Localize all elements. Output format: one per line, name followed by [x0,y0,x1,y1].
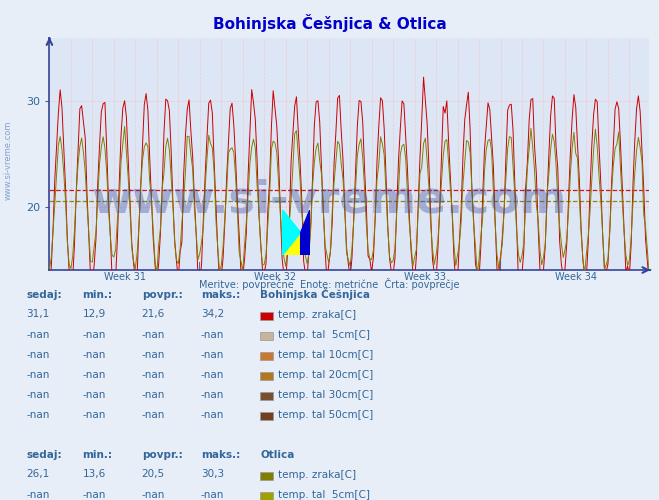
Text: -nan: -nan [26,350,49,360]
Text: -nan: -nan [201,410,224,420]
Text: -nan: -nan [201,350,224,360]
Text: -nan: -nan [142,330,165,340]
Text: -nan: -nan [201,490,224,500]
Text: Meritve: povprečne  Enote: metrične  Črta: povprečje: Meritve: povprečne Enote: metrične Črta:… [199,278,460,290]
Text: -nan: -nan [82,330,105,340]
Text: temp. tal 30cm[C]: temp. tal 30cm[C] [278,390,374,400]
Text: Week 32: Week 32 [254,272,296,282]
Text: www.si-vreme.com: www.si-vreme.com [92,178,567,222]
Text: temp. tal 50cm[C]: temp. tal 50cm[C] [278,410,374,420]
Text: 20,5: 20,5 [142,470,165,480]
Text: 13,6: 13,6 [82,470,105,480]
Text: temp. tal 10cm[C]: temp. tal 10cm[C] [278,350,374,360]
Text: -nan: -nan [201,390,224,400]
Text: 30,3: 30,3 [201,470,224,480]
Text: -nan: -nan [26,390,49,400]
Text: 31,1: 31,1 [26,310,49,320]
Text: -nan: -nan [142,370,165,380]
Text: -nan: -nan [201,370,224,380]
Text: temp. zraka[C]: temp. zraka[C] [278,310,357,320]
Text: maks.:: maks.: [201,290,241,300]
Text: povpr.:: povpr.: [142,290,183,300]
Polygon shape [301,210,310,255]
Text: Bohinjska Češnjica & Otlica: Bohinjska Češnjica & Otlica [213,14,446,32]
Text: -nan: -nan [142,350,165,360]
Text: -nan: -nan [82,410,105,420]
Text: min.:: min.: [82,450,113,460]
Text: sedaj:: sedaj: [26,290,62,300]
Text: sedaj:: sedaj: [26,450,62,460]
Text: temp. tal 20cm[C]: temp. tal 20cm[C] [278,370,374,380]
Text: 26,1: 26,1 [26,470,49,480]
Text: -nan: -nan [142,490,165,500]
Text: -nan: -nan [82,370,105,380]
Text: -nan: -nan [142,390,165,400]
Text: 34,2: 34,2 [201,310,224,320]
Text: -nan: -nan [82,350,105,360]
Text: -nan: -nan [26,370,49,380]
Text: 21,6: 21,6 [142,310,165,320]
Text: -nan: -nan [201,330,224,340]
Text: |: | [198,262,201,271]
Text: Bohinjska Češnjica: Bohinjska Češnjica [260,288,370,300]
Text: -nan: -nan [26,410,49,420]
Text: -nan: -nan [82,490,105,500]
Text: 12,9: 12,9 [82,310,105,320]
Text: povpr.:: povpr.: [142,450,183,460]
Text: min.:: min.: [82,290,113,300]
Polygon shape [283,210,301,255]
Text: temp. tal  5cm[C]: temp. tal 5cm[C] [278,330,370,340]
Text: -nan: -nan [26,490,49,500]
Text: |: | [499,262,502,271]
Text: |: | [349,262,352,271]
Text: temp. zraka[C]: temp. zraka[C] [278,470,357,480]
Text: maks.:: maks.: [201,450,241,460]
Text: -nan: -nan [142,410,165,420]
Text: Week 33: Week 33 [405,272,446,282]
Text: -nan: -nan [26,330,49,340]
Text: -nan: -nan [82,390,105,400]
Text: www.si-vreme.com: www.si-vreme.com [3,120,13,200]
Text: temp. tal  5cm[C]: temp. tal 5cm[C] [278,490,370,500]
Polygon shape [283,232,301,255]
Text: Week 34: Week 34 [555,272,596,282]
Text: Week 31: Week 31 [103,272,146,282]
Text: Otlica: Otlica [260,450,295,460]
